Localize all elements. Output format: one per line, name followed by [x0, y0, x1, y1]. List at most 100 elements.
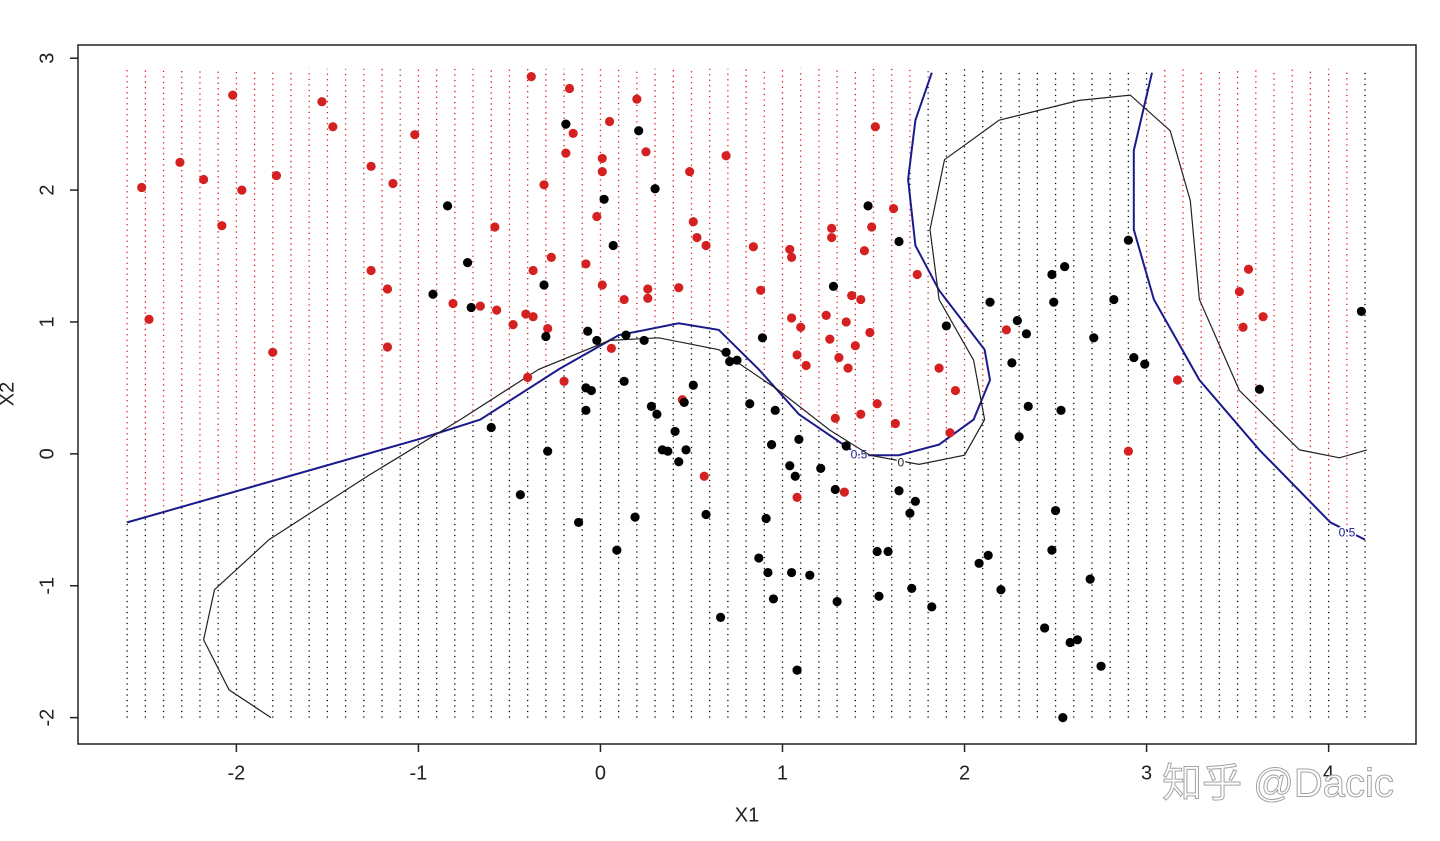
point	[754, 553, 764, 563]
watermark: 知乎 @Dacic	[1162, 762, 1394, 806]
point	[561, 148, 571, 158]
y-tick-label: 0	[36, 448, 58, 459]
point	[801, 360, 811, 371]
plot-frame	[77, 44, 1417, 745]
point	[839, 487, 849, 497]
point	[670, 426, 680, 437]
point	[317, 97, 327, 107]
point	[1129, 352, 1139, 363]
point	[907, 583, 917, 593]
point	[856, 294, 866, 305]
point	[581, 405, 591, 415]
point	[442, 201, 453, 211]
point	[716, 612, 726, 622]
point	[597, 280, 607, 290]
point	[763, 567, 773, 578]
point	[663, 446, 673, 456]
point	[388, 178, 398, 189]
point	[974, 558, 984, 568]
point	[828, 281, 839, 291]
point	[1001, 325, 1012, 335]
point	[217, 221, 227, 231]
point	[466, 302, 476, 313]
point	[701, 240, 711, 251]
point	[870, 122, 880, 132]
y-tick-label: -2	[36, 709, 58, 727]
point	[847, 290, 857, 301]
point	[604, 116, 615, 127]
point	[561, 119, 571, 129]
point	[894, 236, 904, 247]
point	[410, 130, 420, 140]
point	[237, 185, 247, 195]
point	[328, 122, 338, 132]
point	[515, 490, 525, 500]
point	[850, 341, 860, 351]
point	[832, 596, 842, 607]
point	[1007, 358, 1017, 368]
point	[905, 508, 915, 518]
point	[521, 309, 531, 319]
point	[859, 246, 870, 256]
point	[1050, 505, 1061, 516]
point	[643, 293, 653, 303]
point	[490, 222, 500, 232]
point	[674, 457, 684, 467]
point	[634, 126, 644, 136]
point	[597, 167, 607, 177]
point	[865, 327, 875, 338]
point	[732, 355, 742, 365]
point	[748, 242, 758, 252]
point	[834, 352, 844, 363]
point	[721, 151, 731, 161]
point	[950, 385, 961, 396]
point	[725, 356, 735, 367]
point	[792, 350, 802, 360]
point	[874, 591, 884, 601]
point	[546, 252, 556, 262]
contour-line	[202, 94, 1367, 719]
point	[768, 594, 778, 604]
point	[1065, 637, 1075, 648]
point	[492, 305, 502, 315]
point	[787, 252, 797, 262]
point	[632, 94, 642, 104]
point	[1238, 322, 1248, 332]
point	[1072, 635, 1083, 645]
point	[1047, 545, 1057, 555]
point	[228, 90, 238, 100]
point	[541, 331, 551, 342]
point	[1021, 329, 1032, 339]
x-axis-label: X1	[735, 804, 759, 826]
contour-line	[126, 72, 1366, 541]
point	[1356, 306, 1366, 317]
point	[770, 405, 780, 415]
point	[1056, 405, 1066, 415]
y-tick-label: -1	[36, 577, 58, 595]
point	[612, 545, 622, 555]
point	[912, 269, 922, 280]
point	[796, 322, 806, 332]
point	[688, 217, 698, 227]
point	[945, 428, 955, 438]
point	[1140, 359, 1150, 369]
point	[137, 182, 147, 193]
point	[564, 83, 575, 94]
prediction-grid	[126, 68, 1366, 718]
point	[825, 334, 835, 344]
point	[827, 223, 837, 233]
point	[688, 380, 698, 390]
point	[821, 310, 831, 320]
point	[830, 413, 840, 423]
point	[1123, 446, 1133, 456]
point	[366, 265, 376, 276]
point	[619, 376, 629, 386]
point	[523, 372, 533, 382]
point	[1089, 333, 1099, 343]
point	[679, 397, 689, 408]
point	[1172, 375, 1183, 385]
point	[630, 512, 640, 522]
point	[787, 567, 797, 578]
point	[787, 313, 797, 323]
